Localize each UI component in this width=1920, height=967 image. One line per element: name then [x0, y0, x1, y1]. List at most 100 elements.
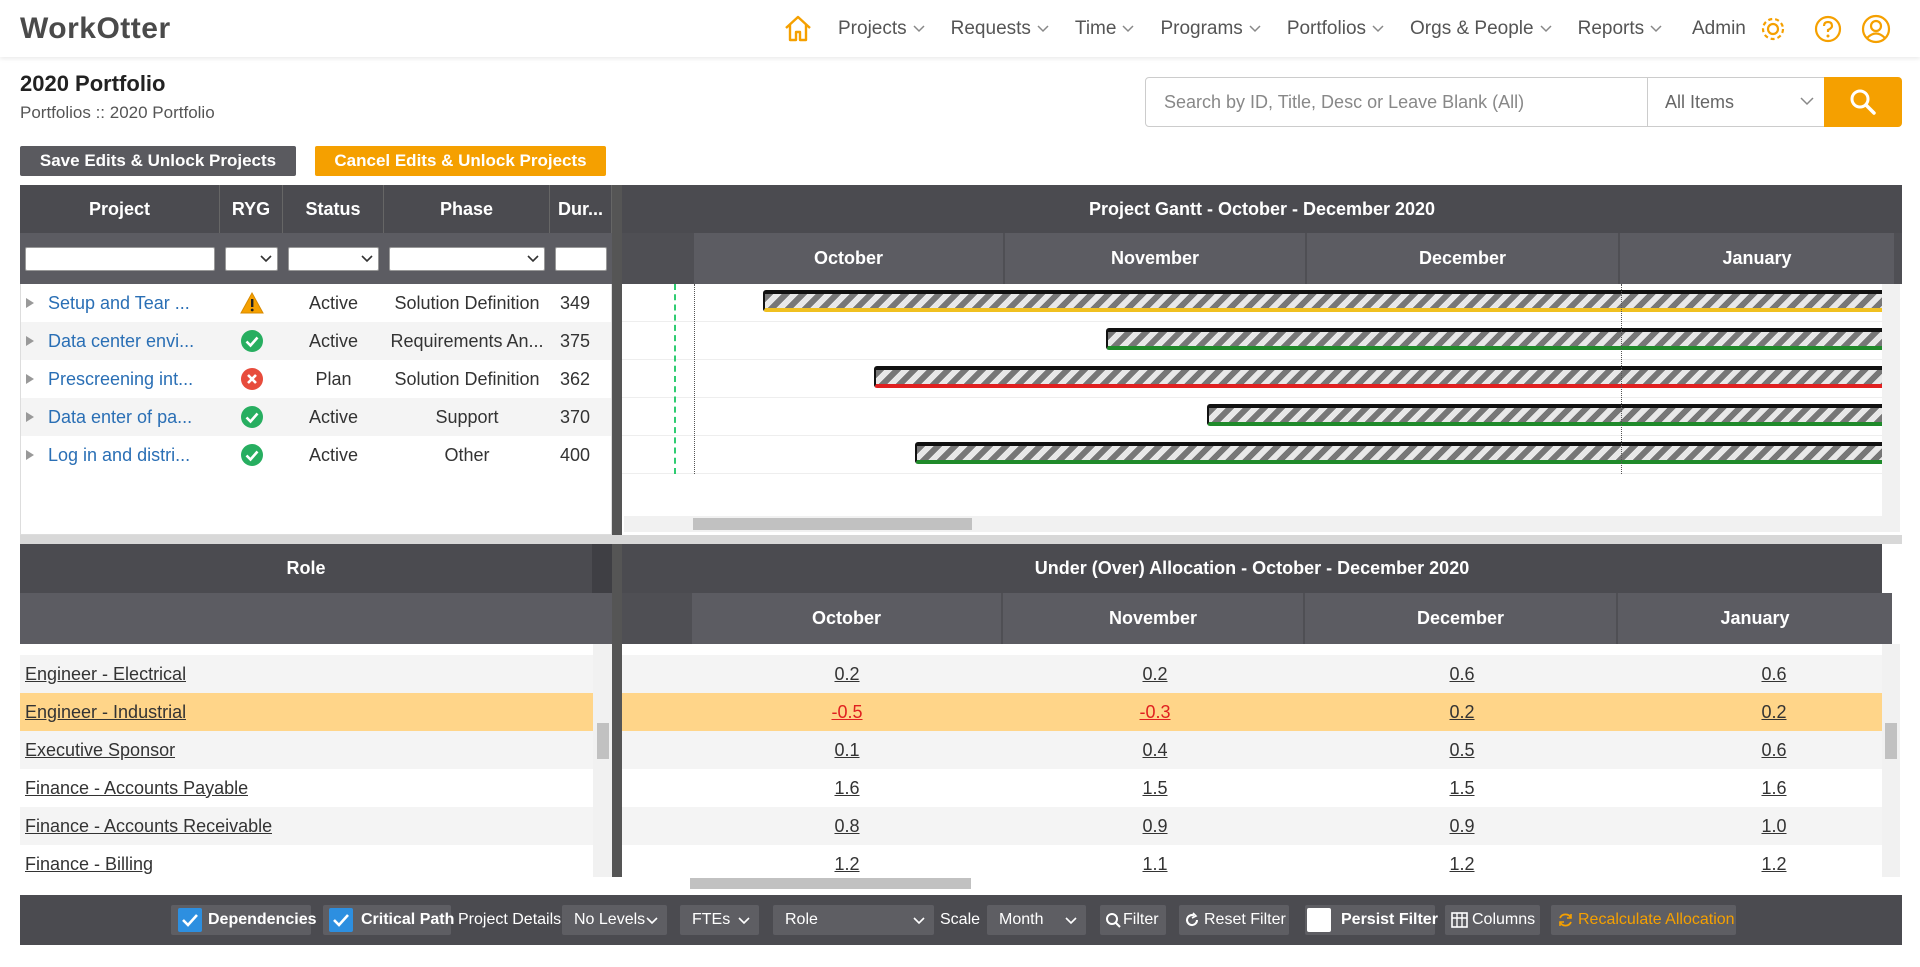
- checkbox[interactable]: [1307, 908, 1331, 932]
- role-name[interactable]: Engineer - Industrial: [25, 701, 187, 722]
- nav-item[interactable]: Portfolios: [1287, 18, 1384, 40]
- toolbar-label[interactable]: Persist Filter: [1341, 911, 1438, 928]
- nav-label[interactable]: Projects: [838, 17, 907, 39]
- role-name[interactable]: Finance - Accounts Payable: [25, 777, 249, 798]
- search-scope[interactable]: All Items: [1647, 77, 1825, 127]
- toolbar-label[interactable]: Role: [785, 911, 818, 928]
- recalculate-button[interactable]: [1551, 905, 1736, 935]
- help-icon[interactable]: [1813, 14, 1843, 44]
- project-name[interactable]: Setup and Tear ...: [48, 292, 190, 313]
- column-header[interactable]: Dur...: [550, 185, 612, 233]
- project-name[interactable]: Prescreening int...: [48, 368, 194, 389]
- h-scroll-thumb[interactable]: [690, 878, 971, 889]
- toolbar-select[interactable]: [987, 905, 1086, 935]
- alloc-value[interactable]: 1.0: [1761, 815, 1787, 836]
- alloc-value[interactable]: 0.2: [1142, 663, 1168, 684]
- save-button[interactable]: Save Edits & Unlock Projects: [20, 146, 296, 176]
- toolbar-label[interactable]: FTEs: [692, 911, 731, 928]
- nav-item[interactable]: Reports: [1578, 18, 1663, 40]
- alloc-value[interactable]: 1.2: [834, 853, 860, 874]
- expand-icon[interactable]: [25, 373, 35, 385]
- user-icon[interactable]: [1860, 13, 1892, 45]
- checkbox[interactable]: [178, 908, 202, 932]
- nav-label[interactable]: Programs: [1160, 17, 1243, 39]
- alloc-value[interactable]: 0.9: [1142, 815, 1168, 836]
- expand-icon[interactable]: [25, 449, 35, 461]
- column-header[interactable]: Phase: [384, 185, 550, 233]
- alloc-value[interactable]: 1.2: [1449, 853, 1475, 874]
- v-scrollbar[interactable]: [593, 644, 612, 877]
- column-filter[interactable]: [389, 247, 545, 271]
- nav-item[interactable]: Requests: [951, 18, 1049, 40]
- nav-label[interactable]: Requests: [950, 17, 1031, 39]
- project-name[interactable]: Data enter of pa...: [48, 406, 193, 427]
- column-header[interactable]: Project: [20, 185, 220, 233]
- alloc-value[interactable]: 0.2: [1761, 701, 1787, 722]
- gantt-bar[interactable]: [874, 366, 1882, 388]
- v-scrollbar[interactable]: [1882, 284, 1900, 532]
- toolbar-label[interactable]: Columns: [1472, 911, 1536, 928]
- gantt-bar[interactable]: [1106, 328, 1882, 350]
- v-scroll-thumb[interactable]: [1885, 723, 1897, 759]
- nav-label[interactable]: Orgs & People: [1410, 17, 1534, 39]
- role-name[interactable]: Finance - Billing: [25, 853, 154, 874]
- alloc-value[interactable]: 0.6: [1761, 663, 1787, 684]
- alloc-value[interactable]: 1.2: [1761, 853, 1787, 874]
- settings-icon[interactable]: [1758, 14, 1788, 44]
- toolbar-label[interactable]: Dependencies: [208, 911, 317, 928]
- nav-item[interactable]: Projects: [838, 18, 925, 40]
- nav-item[interactable]: Orgs & People: [1410, 18, 1552, 40]
- alloc-value[interactable]: 1.5: [1142, 777, 1168, 798]
- alloc-value[interactable]: 1.6: [1761, 777, 1787, 798]
- toolbar-label[interactable]: Filter: [1123, 911, 1159, 928]
- alloc-value[interactable]: 1.1: [1142, 853, 1168, 874]
- role-name[interactable]: Engineer - Electrical: [25, 663, 187, 684]
- home-icon[interactable]: [783, 13, 813, 43]
- expand-icon[interactable]: [25, 411, 35, 423]
- toolbar-select[interactable]: [680, 905, 759, 935]
- column-header[interactable]: Status: [283, 185, 384, 233]
- column-filter[interactable]: [288, 247, 379, 271]
- expand-icon[interactable]: [25, 297, 35, 309]
- alloc-value[interactable]: 0.9: [1449, 815, 1475, 836]
- alloc-value[interactable]: 1.6: [834, 777, 860, 798]
- project-name[interactable]: Data center envi...: [48, 330, 195, 351]
- alloc-value[interactable]: -0.3: [1139, 701, 1171, 722]
- toolbar-label[interactable]: Reset Filter: [1204, 911, 1286, 928]
- toolbar-label[interactable]: No Levels: [574, 911, 646, 928]
- cancel-button[interactable]: Cancel Edits & Unlock Projects: [315, 146, 606, 176]
- alloc-value[interactable]: 0.6: [1761, 739, 1787, 760]
- h-scroll-thumb[interactable]: [693, 518, 972, 530]
- expand-icon[interactable]: [25, 335, 35, 347]
- columns-button[interactable]: [1445, 905, 1540, 935]
- nav-item[interactable]: Programs: [1160, 17, 1261, 40]
- alloc-value[interactable]: 0.1: [834, 739, 860, 760]
- alloc-value[interactable]: 0.2: [1449, 701, 1475, 722]
- toolbar-label[interactable]: Recalculate Allocation: [1578, 911, 1735, 928]
- breadcrumb[interactable]: Portfolios :: 2020 Portfolio: [20, 103, 215, 122]
- role-name[interactable]: Executive Sponsor: [25, 739, 176, 760]
- logo[interactable]: WorkOtter: [20, 12, 171, 45]
- admin-link[interactable]: Admin: [1692, 17, 1746, 39]
- column-filter[interactable]: [555, 247, 607, 271]
- alloc-value[interactable]: 1.5: [1449, 777, 1475, 798]
- alloc-value[interactable]: -0.5: [831, 701, 863, 722]
- gantt-bar[interactable]: [915, 442, 1882, 464]
- alloc-value[interactable]: 0.5: [1449, 739, 1475, 760]
- alloc-value[interactable]: 0.6: [1449, 663, 1475, 684]
- column-filter[interactable]: [25, 247, 215, 271]
- checkbox[interactable]: [329, 908, 353, 932]
- search-button[interactable]: [1824, 77, 1902, 127]
- nav-label[interactable]: Portfolios: [1286, 17, 1367, 39]
- gantt-bar[interactable]: [1207, 404, 1882, 426]
- toolbar-label[interactable]: Scale: [940, 911, 981, 928]
- toolbar-select[interactable]: [773, 905, 934, 935]
- toolbar-label[interactable]: Month: [999, 911, 1044, 928]
- nav-label[interactable]: Time: [1074, 17, 1117, 39]
- v-scroll-thumb[interactable]: [597, 723, 609, 759]
- column-filter[interactable]: [225, 247, 278, 271]
- filter-button[interactable]: [1100, 905, 1166, 935]
- alloc-value[interactable]: 0.2: [834, 663, 860, 684]
- search-input[interactable]: Search by ID, Title, Desc or Leave Blank…: [1145, 77, 1648, 127]
- column-header[interactable]: RYG: [220, 185, 283, 233]
